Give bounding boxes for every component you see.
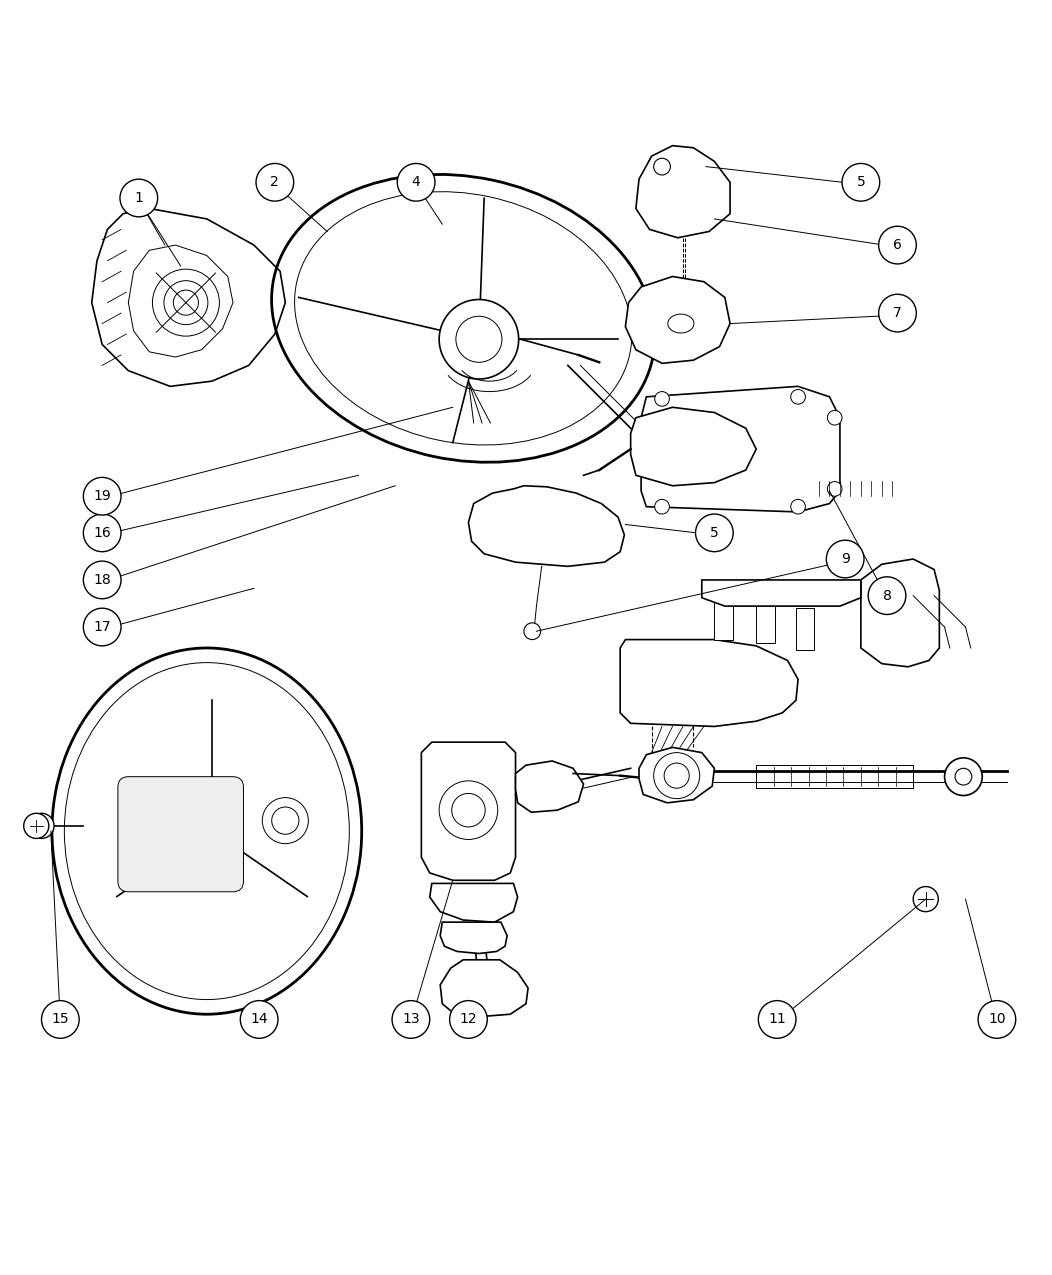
Text: 2: 2 xyxy=(270,175,279,189)
Circle shape xyxy=(955,769,972,785)
Circle shape xyxy=(29,813,54,839)
Polygon shape xyxy=(440,960,528,1016)
Polygon shape xyxy=(635,145,730,237)
Polygon shape xyxy=(641,386,839,513)
Polygon shape xyxy=(515,761,584,812)
Circle shape xyxy=(83,608,121,646)
Text: 16: 16 xyxy=(94,525,112,539)
Circle shape xyxy=(654,500,669,514)
Text: 9: 9 xyxy=(841,552,850,566)
Circle shape xyxy=(878,226,916,264)
Text: 10: 10 xyxy=(988,1012,1006,1026)
Polygon shape xyxy=(714,595,733,640)
Text: 19: 19 xyxy=(94,490,112,504)
Text: 5: 5 xyxy=(856,175,865,189)
Circle shape xyxy=(240,1001,278,1038)
Polygon shape xyxy=(440,922,507,954)
Text: 1: 1 xyxy=(135,191,143,205)
Text: 5: 5 xyxy=(710,525,719,539)
Circle shape xyxy=(695,514,733,552)
Circle shape xyxy=(653,158,670,175)
Circle shape xyxy=(83,477,121,515)
Circle shape xyxy=(41,1001,79,1038)
Circle shape xyxy=(524,623,541,640)
Circle shape xyxy=(978,1001,1016,1038)
Circle shape xyxy=(827,482,842,496)
Circle shape xyxy=(392,1001,429,1038)
Text: 11: 11 xyxy=(768,1012,786,1026)
Polygon shape xyxy=(422,742,515,880)
Polygon shape xyxy=(630,407,756,486)
Polygon shape xyxy=(92,208,285,386)
Circle shape xyxy=(868,576,906,615)
Text: 6: 6 xyxy=(893,238,902,252)
Circle shape xyxy=(827,411,842,425)
Polygon shape xyxy=(796,608,814,650)
Circle shape xyxy=(83,514,121,552)
Text: 14: 14 xyxy=(250,1012,268,1026)
FancyBboxPatch shape xyxy=(118,776,243,891)
Circle shape xyxy=(398,163,434,201)
Circle shape xyxy=(913,886,938,912)
Circle shape xyxy=(791,500,806,514)
Circle shape xyxy=(878,295,916,332)
Polygon shape xyxy=(429,884,518,922)
Text: 7: 7 xyxy=(893,306,902,320)
Text: 15: 15 xyxy=(52,1012,69,1026)
Circle shape xyxy=(791,389,806,404)
Circle shape xyxy=(826,541,864,578)
Polygon shape xyxy=(468,486,625,566)
Circle shape xyxy=(439,300,519,379)
Text: 12: 12 xyxy=(460,1012,478,1026)
Circle shape xyxy=(24,813,48,839)
Text: 13: 13 xyxy=(402,1012,420,1026)
Polygon shape xyxy=(621,640,798,727)
Polygon shape xyxy=(625,277,730,363)
Circle shape xyxy=(654,391,669,407)
Circle shape xyxy=(120,180,158,217)
Text: 4: 4 xyxy=(411,175,421,189)
Circle shape xyxy=(758,1001,796,1038)
Text: 18: 18 xyxy=(94,572,112,586)
Circle shape xyxy=(83,561,121,599)
Circle shape xyxy=(183,802,241,861)
Circle shape xyxy=(945,757,983,796)
Polygon shape xyxy=(756,601,775,643)
Text: 8: 8 xyxy=(883,589,891,603)
Circle shape xyxy=(449,1001,487,1038)
Circle shape xyxy=(256,163,294,201)
Circle shape xyxy=(842,163,879,201)
Polygon shape xyxy=(702,580,861,606)
Text: 17: 17 xyxy=(94,620,112,634)
Polygon shape xyxy=(861,558,939,667)
Polygon shape xyxy=(639,747,714,803)
